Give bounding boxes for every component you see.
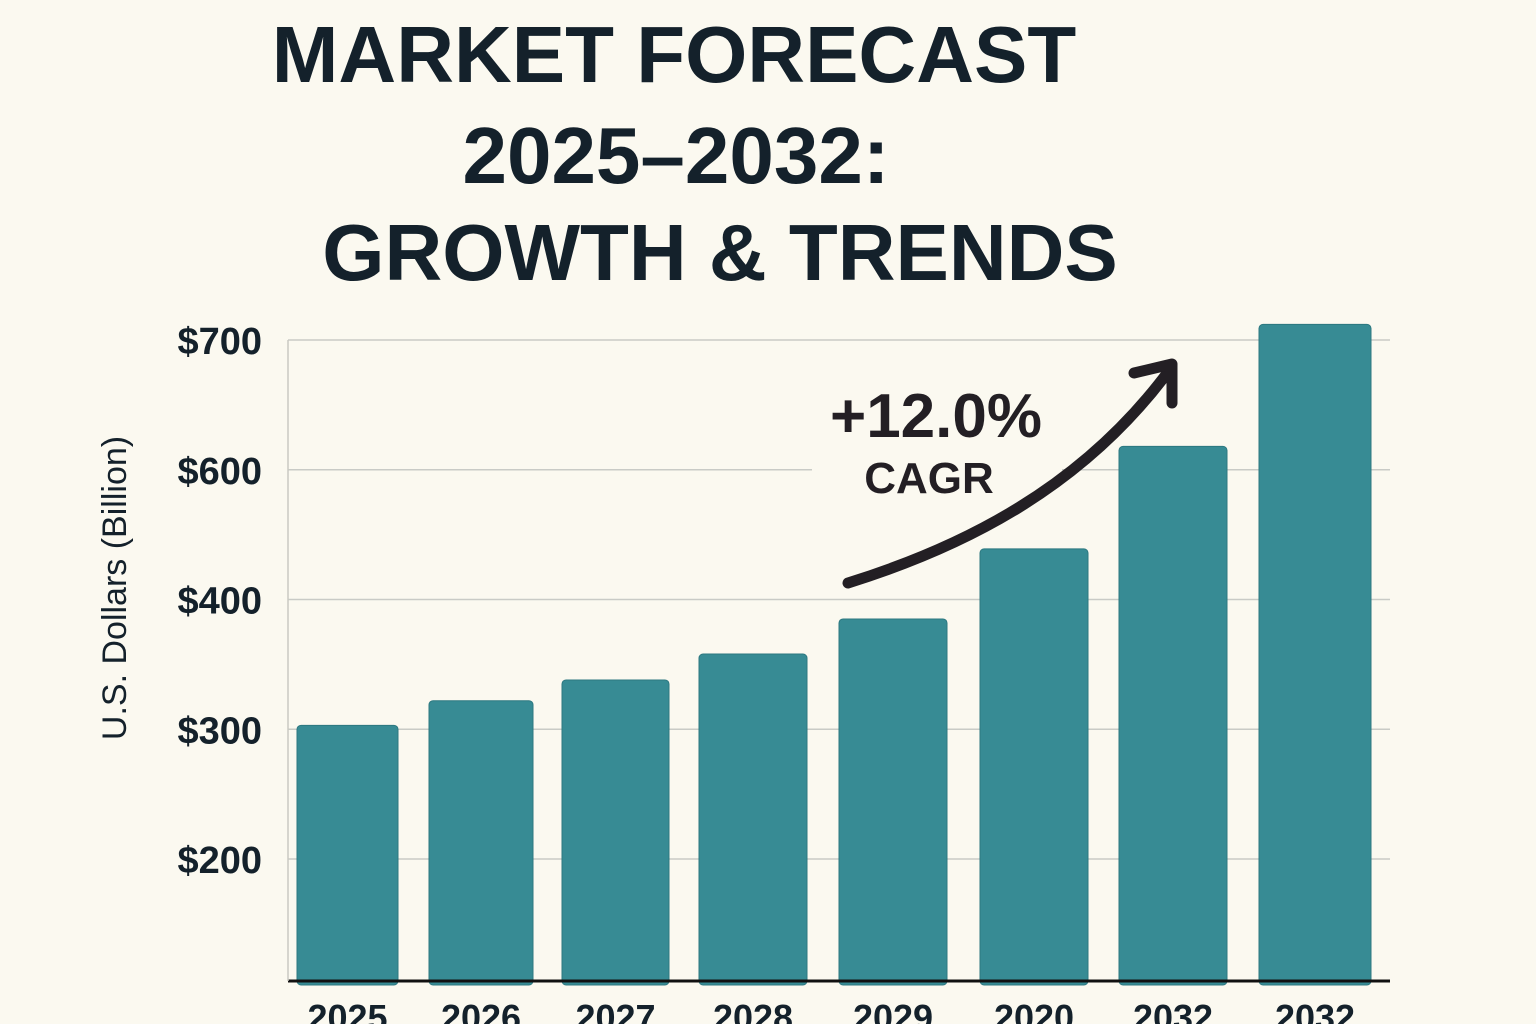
x-tick-label: 2029 [853, 997, 933, 1024]
y-tick-labels: $700 $600 $400 $300 $200 [177, 321, 262, 882]
x-tick-label: 2020 [994, 997, 1074, 1024]
x-tick-label: 2025 [307, 997, 387, 1024]
y-tick-label: $400 [177, 581, 262, 623]
y-axis-label: U.S. Dollars (Billion) [96, 436, 134, 740]
curved-up-arrow-icon [842, 366, 1174, 589]
x-tick-label: 2026 [441, 997, 521, 1024]
chart-title: MARKET FORECAST 2025–2032: GROWTH & TREN… [272, 10, 1118, 297]
title-line-2: 2025–2032: [462, 111, 889, 200]
cagr-value: +12.0% [830, 382, 1042, 451]
y-tick-label: $700 [177, 321, 262, 363]
y-tick-label: $600 [177, 451, 262, 493]
arrow-head-icon [1128, 358, 1178, 409]
bar-2032 [1258, 323, 1372, 986]
title-line-1: MARKET FORECAST [272, 10, 1077, 99]
x-tick-label: 2032 [1133, 997, 1213, 1024]
x-tick-label: 2032 [1275, 997, 1355, 1024]
y-tick-label: $300 [177, 710, 262, 752]
bar-2027 [561, 679, 670, 986]
cagr-label: CAGR [864, 454, 994, 503]
title-line-3: GROWTH & TRENDS [322, 208, 1118, 297]
x-tick-labels: 2025 2026 2027 2028 2029 2020 2032 2032 [307, 997, 1355, 1024]
bar-2020 [979, 548, 1089, 986]
y-tick-label: $200 [177, 840, 262, 882]
x-tick-label: 2028 [713, 997, 793, 1024]
cagr-annotation: +12.0% CAGR [812, 358, 1178, 589]
bar-2032 [1118, 445, 1228, 986]
bar-2028 [698, 653, 808, 986]
bar-2026 [428, 700, 534, 986]
bar-2029 [838, 618, 948, 986]
x-tick-label: 2027 [575, 997, 655, 1024]
bar-2025 [296, 724, 399, 986]
bars [296, 323, 1372, 986]
